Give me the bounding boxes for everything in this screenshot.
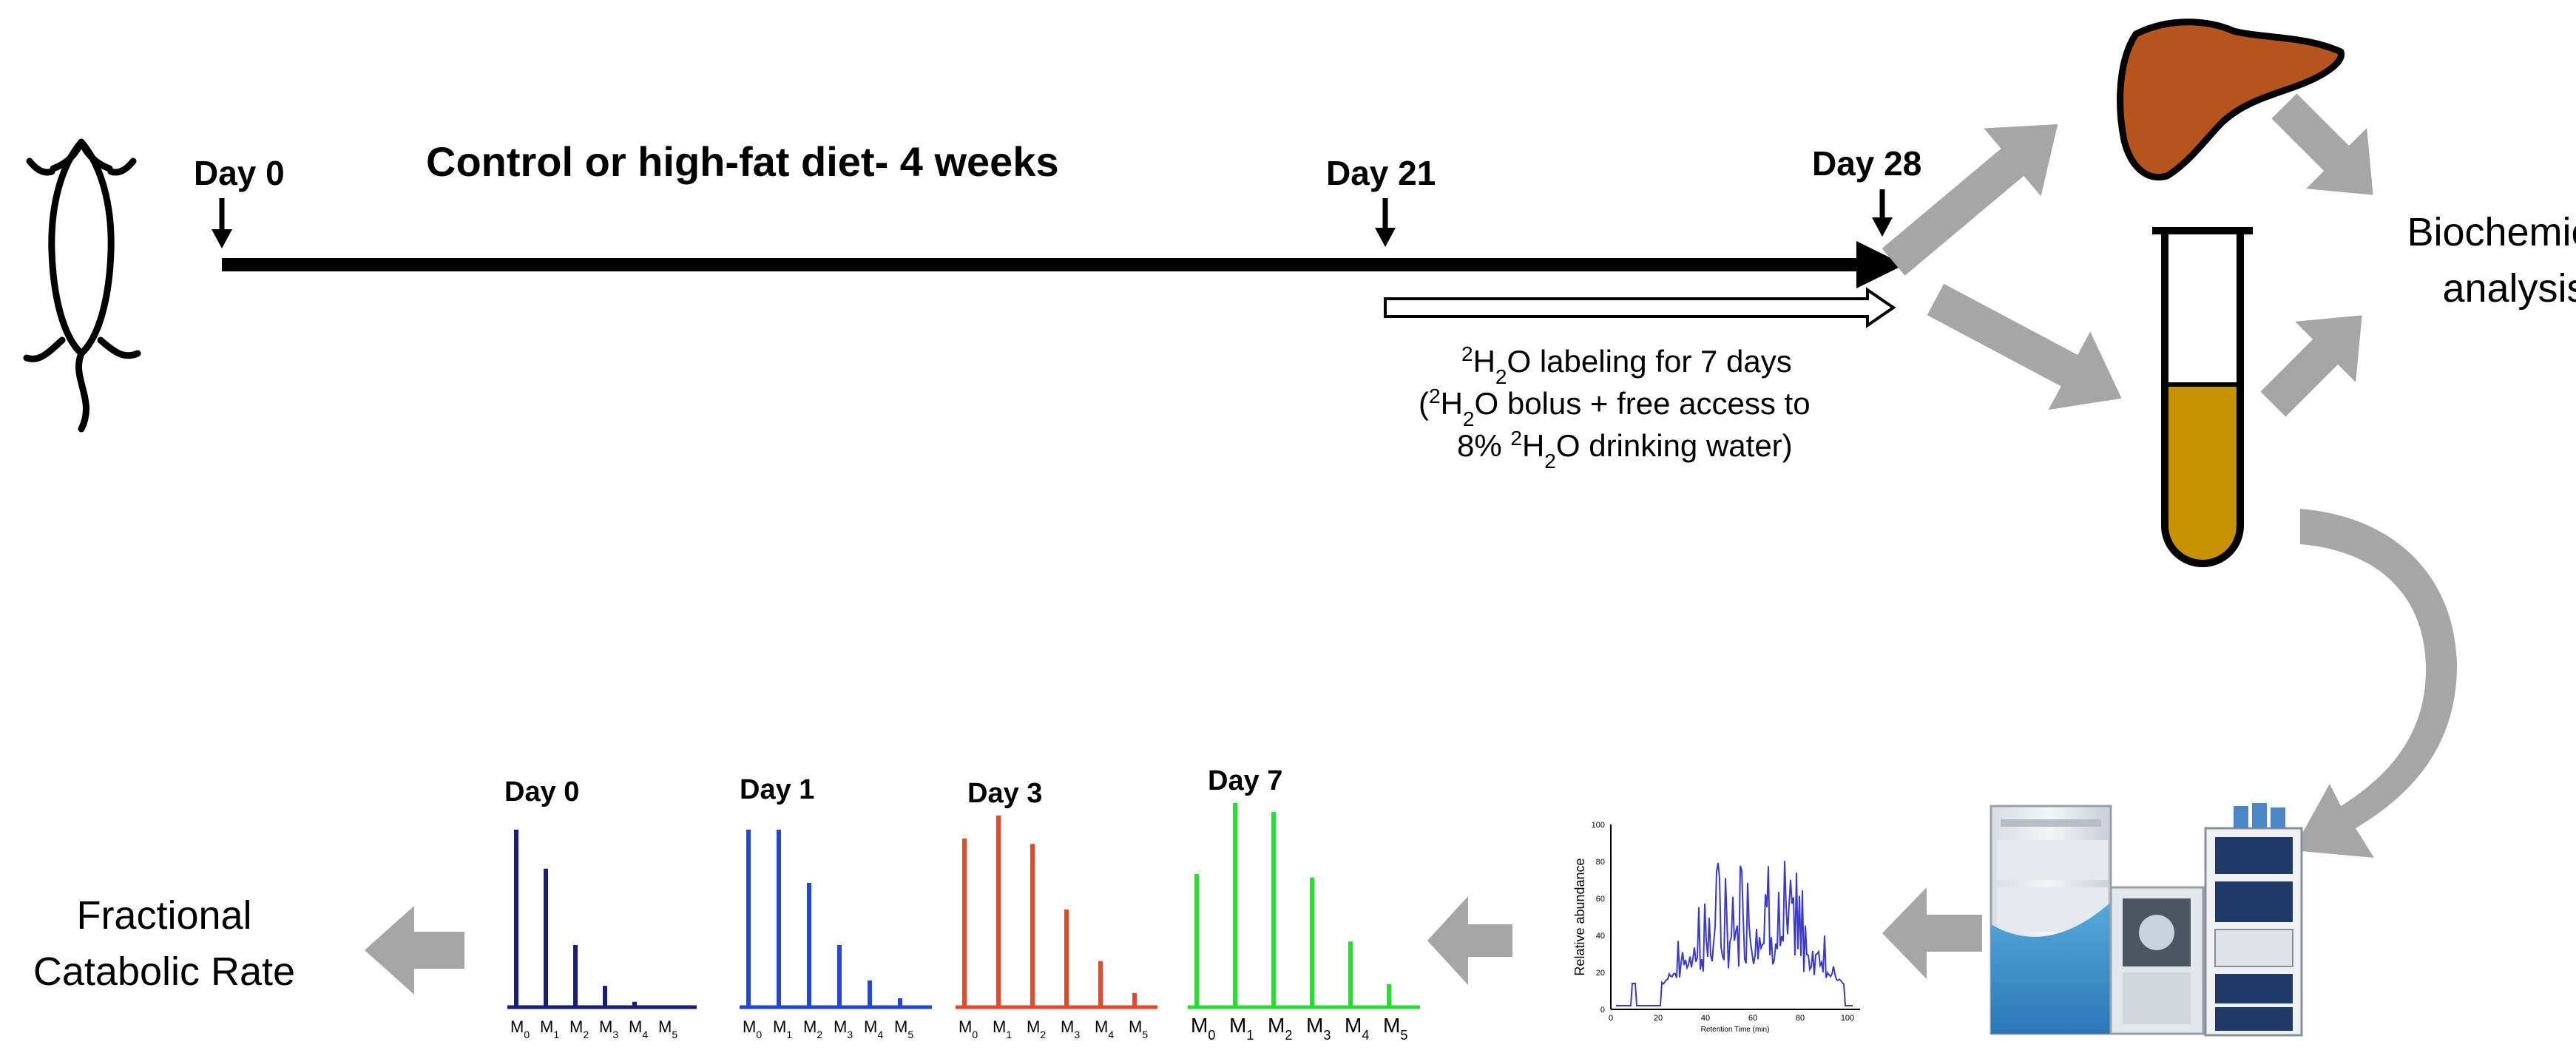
label-line1-post: O labeling for 7 days xyxy=(1507,344,1792,379)
label-line2-post: O bolus + free access to xyxy=(1475,386,1811,421)
peak-label-m1: M1 xyxy=(993,1018,1012,1040)
labeling-text: 2H2O labeling for 7 days (2H2O bolus + f… xyxy=(1419,342,1811,473)
peak-label-m5: M5 xyxy=(658,1018,677,1040)
peak-label-m2: M2 xyxy=(1268,1014,1292,1043)
peak-label-m4: M4 xyxy=(1345,1014,1369,1043)
chromatogram-ylabel: Relative abundance xyxy=(1572,858,1587,975)
peak-label-m2: M2 xyxy=(803,1018,822,1040)
arrow-chrom-to-spectra xyxy=(1427,896,1512,985)
mouse-icon xyxy=(23,138,141,433)
peak-label-m1: M1 xyxy=(540,1018,559,1040)
peak-label-m5: M5 xyxy=(1383,1014,1407,1043)
chromatogram-x-ticks: 0 20 40 60 80 100 xyxy=(1609,1014,1854,1023)
chrom-xtick: 60 xyxy=(1748,1014,1757,1023)
timeline-arrowhead xyxy=(1856,241,1904,288)
chrom-xtick: 40 xyxy=(1701,1014,1710,1023)
day28-label: Day 28 xyxy=(1812,144,1921,183)
label-line2-sub: 2 xyxy=(1463,407,1475,430)
spectrum-day3: Day 3 M0 M1 M2 M3 M4 M5 xyxy=(956,778,1157,1040)
analysis-line2: analysis xyxy=(2442,266,2576,311)
chrom-xtick: 80 xyxy=(1796,1014,1805,1023)
peak-label-m5: M5 xyxy=(1129,1018,1148,1040)
peak-label-m5: M5 xyxy=(894,1018,913,1040)
chrom-ytick: 100 xyxy=(1592,821,1605,830)
peak-label-m1: M1 xyxy=(1229,1014,1254,1043)
peak-label-m0: M0 xyxy=(510,1018,530,1040)
spectrum-day0-title: Day 0 xyxy=(504,776,579,807)
label-line3-post: O drinking water) xyxy=(1556,428,1793,463)
spectrum-day0: Day 0 M0 M1 M2 M3 M4 M5 xyxy=(504,776,697,1040)
chromatogram-trace xyxy=(1616,861,1853,1006)
label-line2-mid: H xyxy=(1441,386,1463,421)
chromatogram-chart: 100 80 60 40 20 0 0 20 40 60 80 100 Relative abund… xyxy=(1572,821,1860,1034)
labeling-arrow xyxy=(1384,287,1896,328)
day28-marker-arrow xyxy=(1872,217,1893,237)
chromatogram-y-ticks: 100 80 60 40 20 0 xyxy=(1592,821,1605,1015)
svg-text:(2H2O bolus + free access to: (2H2O bolus + free access to xyxy=(1419,385,1811,430)
chrom-xtick: 100 xyxy=(1841,1014,1854,1023)
result-line2: Catabolic Rate xyxy=(33,949,295,994)
arrow-spectra-to-result xyxy=(365,906,464,995)
arrow-serum-to-analysis xyxy=(2260,315,2362,417)
chrom-ytick: 20 xyxy=(1596,969,1605,978)
chrom-ytick: 40 xyxy=(1596,932,1605,941)
peak-label-m3: M3 xyxy=(1061,1018,1080,1040)
label-line3-pre: 8% xyxy=(1457,428,1510,463)
peak-label-m2: M2 xyxy=(1027,1018,1046,1040)
peak-label-m0: M0 xyxy=(743,1018,762,1040)
liver-icon xyxy=(2117,18,2345,180)
peak-label-m4: M4 xyxy=(629,1018,648,1040)
serum-tube-icon xyxy=(2152,227,2253,567)
arrow-instrument-to-chrom xyxy=(1882,887,1982,979)
peak-label-m4: M4 xyxy=(864,1018,883,1040)
peak-label-m3: M3 xyxy=(834,1018,853,1040)
label-line3-sup: 2 xyxy=(1510,427,1522,450)
chrom-ytick: 60 xyxy=(1596,895,1605,904)
peak-label-m3: M3 xyxy=(599,1018,618,1040)
day21-marker-arrow xyxy=(1375,228,1396,247)
isotopomer-spectra: Day 0 M0 M1 M2 M3 M4 M5 Day 1 M0 M1 M2 M3 M4 M5 Da… xyxy=(504,765,1420,1043)
peak-label-m4: M4 xyxy=(1095,1018,1114,1040)
label-line3-mid: H xyxy=(1522,428,1544,463)
chrom-ytick: 80 xyxy=(1596,858,1605,867)
svg-text:2H2O labeling for 7 days: 2H2O labeling for 7 days xyxy=(1461,342,1792,388)
flow-arrows-bottom xyxy=(365,887,1982,995)
label-line2-sup: 2 xyxy=(1429,385,1441,407)
day0-label: Day 0 xyxy=(194,154,285,192)
timeline: Day 0 Control or high-fat diet- 4 weeks … xyxy=(194,138,1921,473)
arrow-liver-to-analysis xyxy=(2271,93,2373,195)
day0-marker-arrow xyxy=(212,229,232,248)
arrow-to-liver xyxy=(1882,124,2058,276)
label-line3-sub: 2 xyxy=(1544,450,1556,473)
curved-arrow xyxy=(2293,509,2457,858)
result-line1: Fractional xyxy=(76,893,251,938)
chrom-ytick: 0 xyxy=(1600,1006,1605,1015)
flow-arrows-top xyxy=(1882,93,2373,417)
chrom-xtick: 0 xyxy=(1609,1014,1613,1023)
svg-text:8% 2H2O drinking water): 8% 2H2O drinking water) xyxy=(1457,427,1793,473)
day21-label: Day 21 xyxy=(1326,154,1436,192)
peak-label-m2: M2 xyxy=(569,1018,589,1040)
chromatogram-xlabel: Retention Time (min) xyxy=(1701,1026,1770,1034)
chrom-xtick: 20 xyxy=(1654,1014,1663,1023)
spectrum-day7: Day 7 M0 M1 M2 M3 M4 M5 xyxy=(1188,765,1420,1043)
arrow-to-serum xyxy=(1927,283,2122,410)
peak-label-m0: M0 xyxy=(1191,1014,1215,1043)
mass-spectrometer-icon xyxy=(1990,803,2303,1037)
label-line1-pre: H xyxy=(1473,344,1495,379)
analysis-line1: Biochemical xyxy=(2407,210,2576,254)
label-sup: 2 xyxy=(1461,342,1473,365)
label-line2-pre: ( xyxy=(1419,386,1429,421)
spectrum-day7-title: Day 7 xyxy=(1208,765,1282,796)
peak-label-m3: M3 xyxy=(1306,1014,1331,1043)
peak-label-m1: M1 xyxy=(773,1018,792,1040)
spectrum-day3-title: Day 3 xyxy=(967,778,1042,809)
diet-title: Control or high-fat diet- 4 weeks xyxy=(426,138,1059,185)
peak-label-m0: M0 xyxy=(959,1018,978,1040)
spectrum-day1: Day 1 M0 M1 M2 M3 M4 M5 xyxy=(740,774,932,1040)
spectrum-day1-title: Day 1 xyxy=(740,774,814,805)
label-line1-sub: 2 xyxy=(1495,365,1507,388)
